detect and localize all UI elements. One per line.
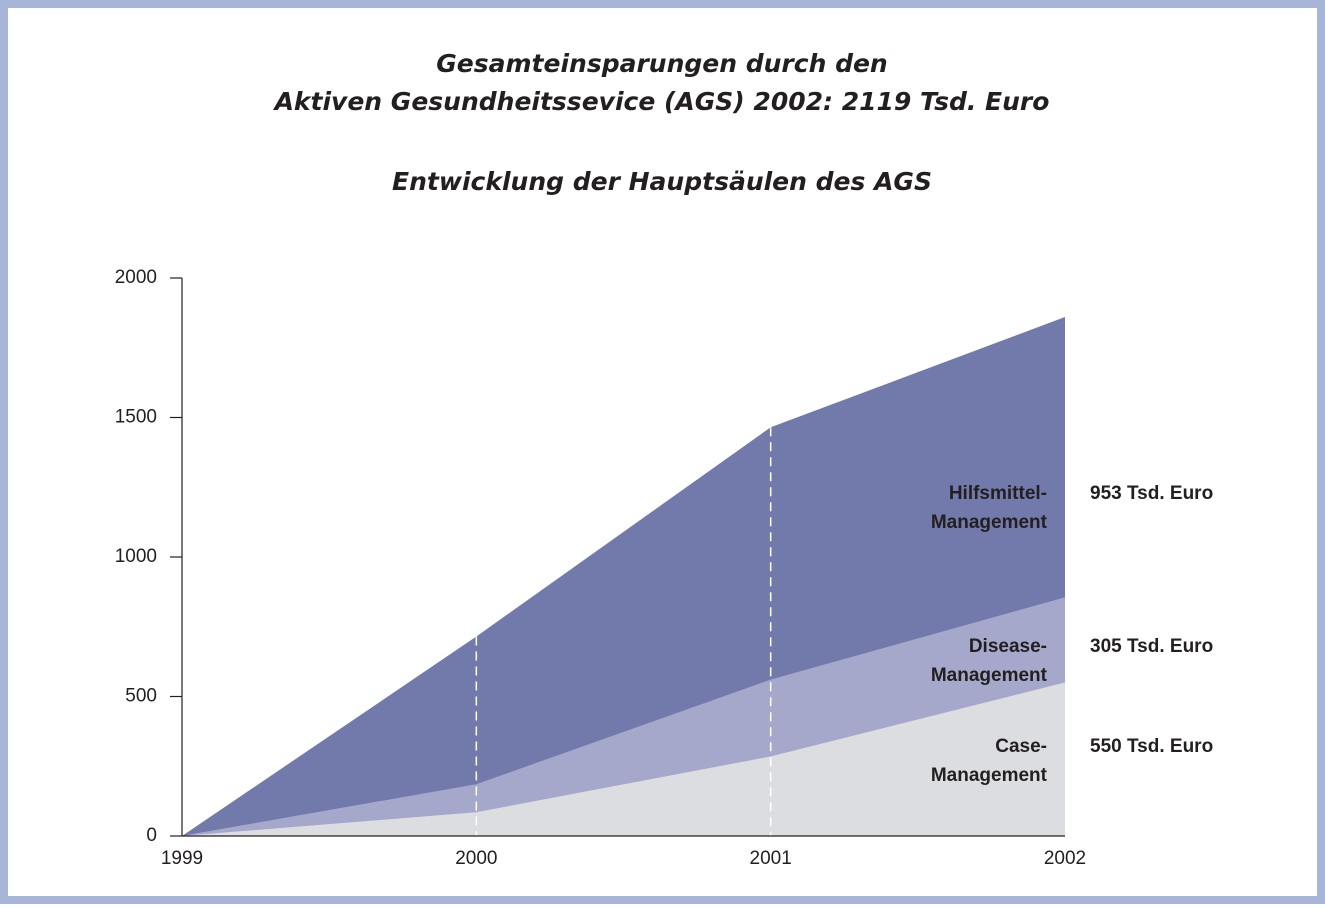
y-tick-label: 2000 [115,267,157,288]
annotation: 953 Tsd. Euro [1090,483,1213,504]
legend-label: Disease- [969,636,1047,657]
area [182,597,1065,836]
y-tick-label: 0 [146,825,157,846]
legend-label: Management [931,665,1048,686]
y-tick-label: 1000 [115,546,157,567]
chart-title: Aktiven Gesundheitssevice (AGS) 2002: 21… [273,87,1050,116]
legend-label: Case- [995,736,1047,757]
annotation: 305 Tsd. Euro [1090,636,1213,657]
area [182,317,1065,836]
chart-title: Gesamteinsparungen durch den [436,49,887,78]
x-tick-label: 2000 [455,848,497,869]
legend-label: Management [931,765,1048,786]
chart-subtitle: Entwicklung der Hauptsäulen des AGS [392,167,932,196]
x-tick-label: 2002 [1044,848,1086,869]
x-tick-label: 2001 [750,848,792,869]
y-tick-label: 500 [125,686,157,707]
legend-label: Management [931,512,1048,533]
annotation: 550 Tsd. Euro [1090,736,1213,757]
y-tick-label: 1500 [115,407,157,428]
x-tick-label: 1999 [161,848,203,869]
area [182,682,1065,836]
legend-label: Hilfsmittel- [949,483,1047,504]
